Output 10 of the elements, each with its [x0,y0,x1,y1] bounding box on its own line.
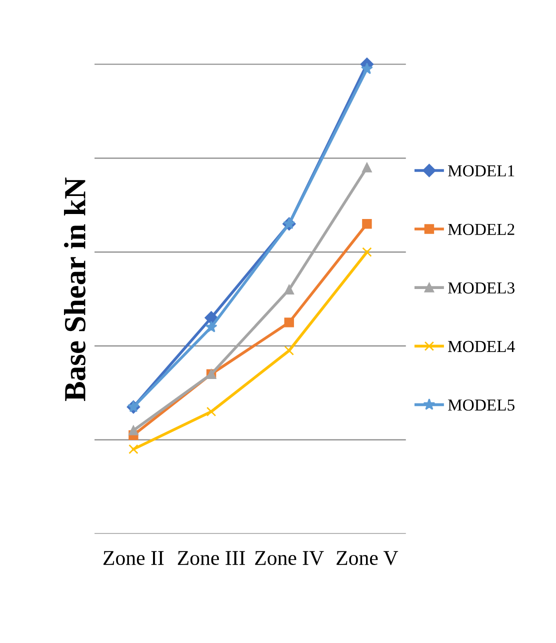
y-axis-title: Base Shear in kN [64,178,86,402]
legend-label: MODEL4 [448,340,515,352]
legend-label: MODEL2 [448,224,514,236]
legend-label: MODEL5 [448,399,514,411]
x-tick-label: Zone II [103,551,164,566]
x-tick-label: Zone III [178,551,245,566]
x-tick-label: Zone IV [255,551,324,566]
x-tick-label: Zone V [336,551,398,566]
legend-label: MODEL1 [448,165,514,176]
legend-label: MODEL3 [448,282,514,294]
